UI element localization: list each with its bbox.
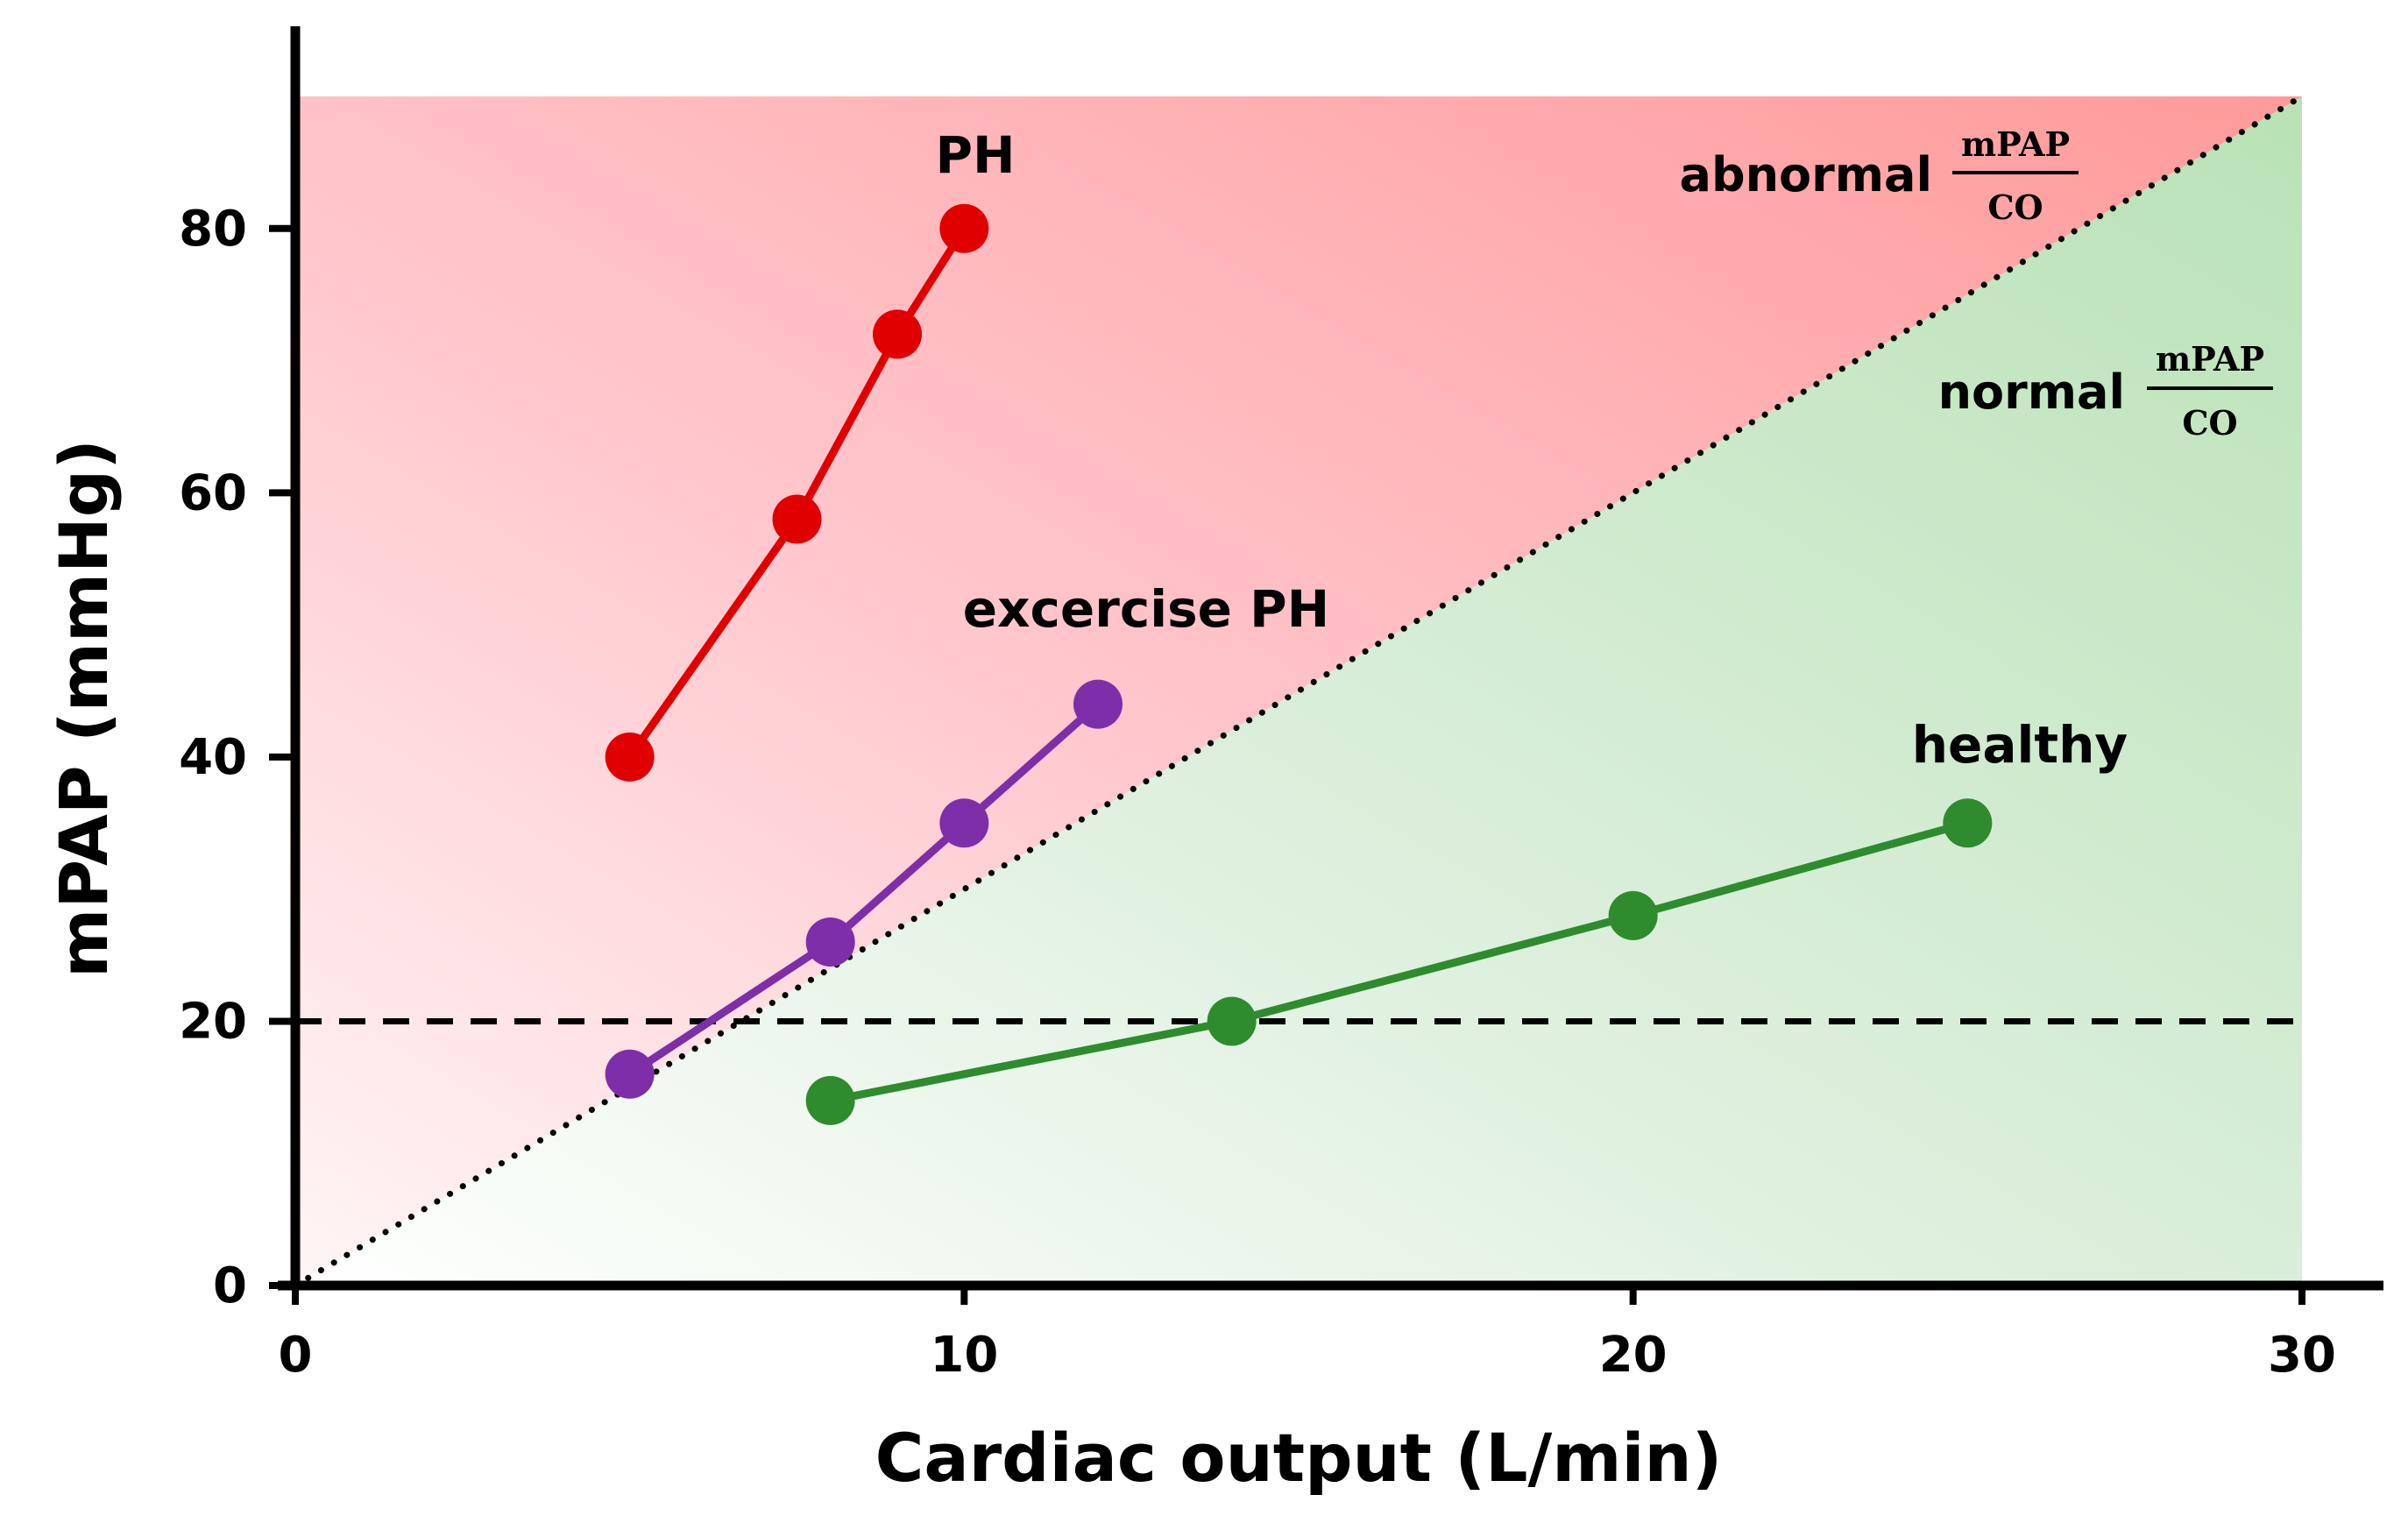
- normal-region-label: normal mPAP CO: [1938, 339, 2273, 443]
- series-label-excercise-ph: excercise PH: [963, 579, 1329, 639]
- x-tick-label: 10: [930, 1327, 998, 1384]
- y-tick-label: 80: [179, 201, 247, 258]
- y-tick-label: 40: [179, 729, 247, 786]
- x-tick-label: 0: [279, 1327, 313, 1384]
- normal-ratio-denominator: CO: [2182, 403, 2237, 443]
- series-ph: [605, 203, 989, 782]
- series-line-excercise-ph: [626, 700, 1102, 1079]
- series-layer: [605, 203, 1993, 1125]
- x-tick-label: 20: [1599, 1327, 1668, 1384]
- series-label-healthy: healthy: [1912, 715, 2128, 775]
- y-axis-title: mPAP (mmHg): [45, 439, 123, 978]
- y-tick-label: 0: [213, 1257, 247, 1314]
- abnormal-ratio-denominator: CO: [1987, 188, 2043, 227]
- data-point-healthy-0: [805, 1075, 855, 1125]
- x-axis-title: Cardiac output (L/min): [875, 1419, 1723, 1497]
- y-tick-label: 60: [179, 464, 247, 521]
- abnormal-ratio-numerator: mPAP: [1961, 124, 2070, 164]
- series-label-ph: PH: [935, 125, 1015, 185]
- series-label-layer: PH excercise PH healthy: [935, 125, 2128, 775]
- x-tick-label: 30: [2268, 1327, 2336, 1384]
- data-point-ph-0: [605, 732, 655, 782]
- data-point-healthy-2: [1608, 890, 1658, 940]
- normal-word: normal: [1938, 365, 2125, 420]
- y-tick-label: 20: [179, 993, 247, 1050]
- data-point-healthy-1: [1207, 996, 1257, 1046]
- data-point-ph-3: [939, 203, 989, 253]
- abnormal-region-label: abnormal mPAP CO: [1680, 124, 2079, 227]
- data-point-healthy-3: [1943, 798, 1993, 848]
- data-point-ph-2: [873, 309, 922, 359]
- data-point-excercise-ph-2: [939, 798, 989, 848]
- series-line-healthy: [826, 818, 1972, 1105]
- abnormal-word: abnormal: [1680, 147, 1932, 202]
- data-point-ph-1: [772, 494, 822, 544]
- series-healthy: [805, 798, 1993, 1125]
- tick-layer: 0 20 40 60 80 0 10 20 30: [179, 201, 2336, 1384]
- series-line-ph: [626, 224, 968, 762]
- data-point-excercise-ph-1: [805, 917, 855, 967]
- data-point-excercise-ph-0: [605, 1049, 655, 1099]
- data-point-excercise-ph-3: [1073, 679, 1123, 729]
- series-excercise-ph: [605, 679, 1123, 1099]
- normal-ratio-numerator: mPAP: [2156, 339, 2264, 379]
